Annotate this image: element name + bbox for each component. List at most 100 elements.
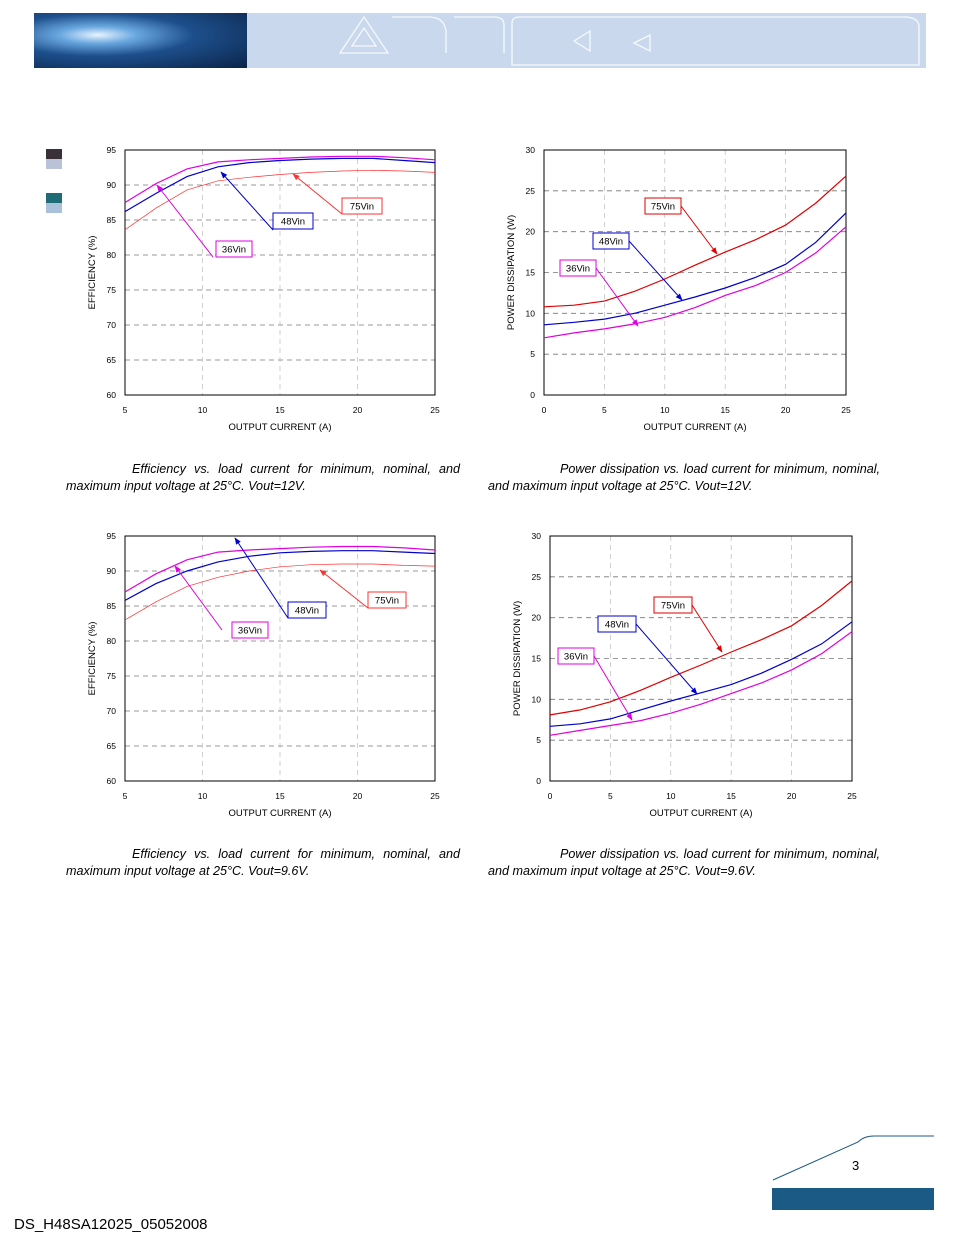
plot-frame xyxy=(124,149,436,396)
y-axis-label: EFFICIENCY (%) xyxy=(87,622,98,696)
y-tick-label: 70 xyxy=(107,320,117,330)
power-dissipation-chart-9v6: 0 5 10 15 20 25 0 5 10 15 20 25 30 OUTPUT CURRENT (A)… xyxy=(480,524,900,824)
y-tick-label: 70 xyxy=(107,706,117,716)
document-id: DS_H48SA12025_05052008 xyxy=(14,1216,208,1233)
y-tick-label: 60 xyxy=(107,776,117,786)
x-tick-label: 25 xyxy=(841,405,851,415)
y-tick-label: 85 xyxy=(107,601,117,611)
callout-label: 36Vin xyxy=(238,626,262,637)
side-swatch xyxy=(46,203,62,213)
x-tick-label: 10 xyxy=(666,791,676,801)
chart-caption: Efficiency vs. load current for minimum,… xyxy=(66,462,460,493)
callout-arrow xyxy=(691,604,723,653)
callout-box xyxy=(592,232,630,250)
y-tick-label: 30 xyxy=(532,531,542,541)
x-tick-label: 15 xyxy=(726,791,736,801)
callout-label: 36Vin xyxy=(222,245,246,256)
x-tick-label: 5 xyxy=(123,405,128,415)
callout-box xyxy=(231,621,269,639)
y-tick-label: 15 xyxy=(532,654,542,664)
callout-box xyxy=(653,596,693,614)
callout-label: 36Vin xyxy=(564,652,588,663)
x-tick-label: 10 xyxy=(198,405,208,415)
x-tick-label: 15 xyxy=(720,405,730,415)
callout-label: 75Vin xyxy=(350,202,374,213)
y-axis-label: POWER DISSIPATION (W) xyxy=(512,601,523,716)
y-tick-label: 60 xyxy=(107,390,117,400)
x-tick-label: 5 xyxy=(123,791,128,801)
y-tick-label: 85 xyxy=(107,215,117,225)
y-tick-label: 90 xyxy=(107,566,117,576)
x-tick-label: 25 xyxy=(430,791,440,801)
callout-arrow xyxy=(319,569,369,609)
chart-caption: Power dissipation vs. load current for m… xyxy=(488,462,880,493)
y-tick-label: 10 xyxy=(526,308,536,318)
x-tick-label: 5 xyxy=(602,405,607,415)
x-tick-label: 0 xyxy=(542,405,547,415)
y-tick-label: 5 xyxy=(530,349,535,359)
callout-arrow xyxy=(234,537,289,619)
y-tick-label: 10 xyxy=(532,694,542,704)
side-swatch xyxy=(46,193,62,203)
callout-arrow xyxy=(156,184,214,258)
callout-box xyxy=(272,212,314,230)
callout-arrow xyxy=(174,565,223,631)
callout-arrow xyxy=(220,171,274,231)
plot-frame xyxy=(124,535,436,782)
callout-box xyxy=(559,259,597,277)
y-tick-label: 15 xyxy=(526,268,536,278)
x-tick-label: 10 xyxy=(660,405,670,415)
x-tick-label: 0 xyxy=(548,791,553,801)
callout-label: 75Vin xyxy=(375,596,399,607)
series-line-48vin xyxy=(543,212,847,326)
efficiency-chart-9v6: 5 10 15 20 25 60 65 70 75 80 85 90 95 OUTPUT CURRENT … xyxy=(60,524,460,824)
plot-frame xyxy=(543,149,847,396)
side-swatch xyxy=(46,149,62,159)
y-tick-label: 95 xyxy=(107,531,117,541)
x-tick-label: 20 xyxy=(787,791,797,801)
series-line-36vin xyxy=(124,155,436,204)
chart-svg: 0 5 10 15 20 25 0 5 10 15 20 25 30 OUTPUT CURRENT (A)… xyxy=(506,145,851,433)
x-tick-label: 15 xyxy=(275,405,285,415)
series-line-75vin xyxy=(543,175,847,308)
series-line-36vin xyxy=(549,631,853,736)
banner-photo xyxy=(34,13,247,68)
y-tick-label: 25 xyxy=(526,186,536,196)
y-tick-label: 75 xyxy=(107,285,117,295)
y-tick-label: 0 xyxy=(536,776,541,786)
y-tick-label: 95 xyxy=(107,145,117,155)
y-tick-label: 5 xyxy=(536,735,541,745)
callout-arrow xyxy=(628,240,683,301)
callout-label: 75Vin xyxy=(651,202,675,213)
callout-label: 48Vin xyxy=(281,217,305,228)
x-tick-label: 15 xyxy=(275,791,285,801)
callout-arrow xyxy=(635,623,698,695)
chart-caption: Power dissipation vs. load current for m… xyxy=(488,847,880,878)
y-tick-label: 80 xyxy=(107,636,117,646)
efficiency-chart-12v: 5 10 15 20 25 60 65 70 75 80 85 90 95 OUTPUT CURRENT … xyxy=(60,138,460,438)
series-line-48vin xyxy=(124,157,436,213)
callout-label: 48Vin xyxy=(605,620,629,631)
callout-box xyxy=(287,601,327,619)
x-tick-label: 5 xyxy=(608,791,613,801)
x-tick-label: 20 xyxy=(353,791,363,801)
series-line-36vin xyxy=(124,545,436,593)
y-tick-label: 30 xyxy=(526,145,536,155)
power-dissipation-chart-12v: 0 5 10 15 20 25 0 5 10 15 20 25 30 OUTPUT CURRENT (A)… xyxy=(480,138,900,438)
y-tick-label: 25 xyxy=(532,572,542,582)
banner-logo-outline xyxy=(338,15,920,66)
x-axis-label: OUTPUT CURRENT (A) xyxy=(228,422,331,433)
y-axis-label: EFFICIENCY (%) xyxy=(87,236,98,310)
page-number: 3 xyxy=(852,1158,860,1173)
callout-box xyxy=(557,647,595,665)
series-line-48vin xyxy=(124,550,436,601)
chart-caption: Efficiency vs. load current for minimum,… xyxy=(66,847,460,878)
callout-box xyxy=(367,591,407,609)
header-banner xyxy=(34,13,926,68)
y-tick-label: 90 xyxy=(107,180,117,190)
x-tick-label: 25 xyxy=(847,791,857,801)
callout-arrow xyxy=(593,655,633,721)
x-axis-label: OUTPUT CURRENT (A) xyxy=(649,808,752,819)
callout-box xyxy=(644,197,682,215)
x-tick-label: 20 xyxy=(781,405,791,415)
